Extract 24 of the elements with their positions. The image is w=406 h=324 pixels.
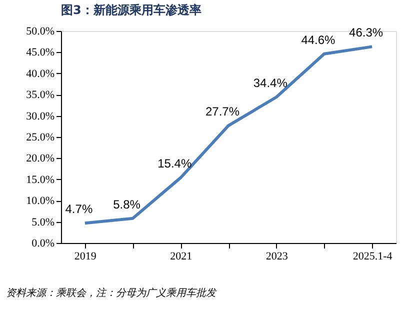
x-tick-label: 2025.1-4 (352, 250, 393, 262)
x-tick-label: 2019 (74, 250, 97, 262)
text: 资料来源：乘联会，注：分母为广义乘用车批发 (6, 287, 217, 299)
y-tick-label: 35.0% (26, 89, 54, 102)
y-tick-label: 45.0% (26, 46, 54, 59)
x-tick-label: 2021 (170, 250, 192, 262)
y-tick-label: 30.0% (26, 110, 54, 122)
chart-title: 图3：新能源乘用车渗透率 (61, 3, 202, 17)
y-tick-label: 50.0% (26, 26, 54, 38)
y-tick-label: 0.0% (32, 238, 54, 250)
y-tick-label: 40.0% (26, 68, 54, 80)
data-label: 27.7% (205, 104, 240, 119)
data-label: 5.8% (113, 197, 141, 212)
y-tick-label: 20.0% (26, 152, 54, 165)
y-tick-label: 5.0% (32, 216, 54, 228)
y-tick-label: 15.0% (26, 174, 54, 186)
data-label: 15.4% (158, 156, 192, 171)
x-tick-label: 2023 (266, 250, 288, 262)
data-label: 44.6% (301, 32, 336, 47)
data-label: 46.3% (349, 26, 384, 40)
y-tick-label: 25.0% (26, 132, 54, 144)
y-tick-label: 10.0% (26, 195, 54, 208)
data-label: 4.7% (65, 202, 93, 216)
data-label: 34.4% (253, 76, 288, 90)
